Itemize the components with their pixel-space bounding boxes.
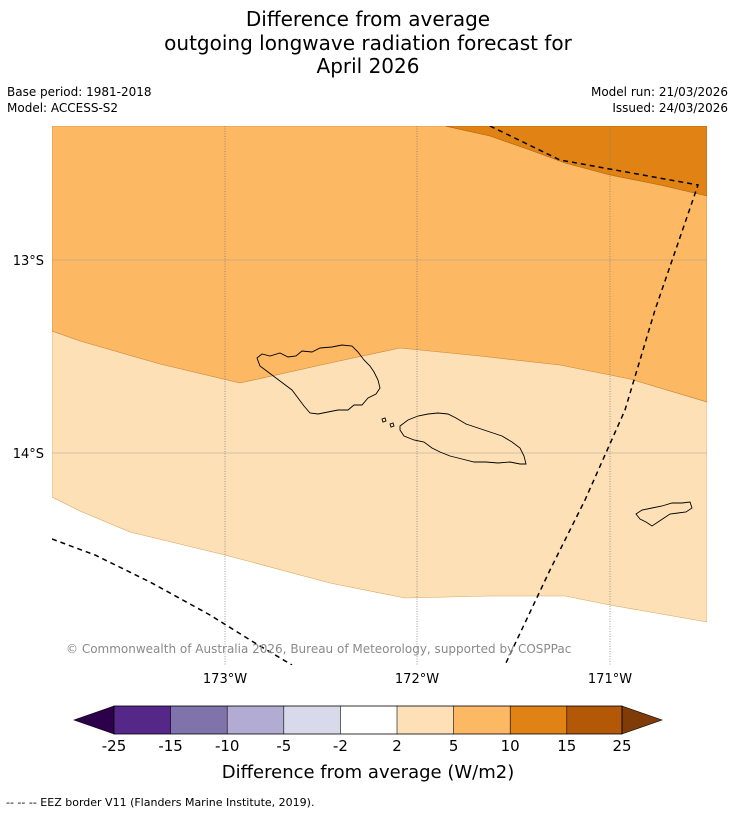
model-name: Model: ACCESS-S2 bbox=[7, 101, 119, 115]
colorbar-bin bbox=[170, 706, 228, 734]
anomaly-zone-5-10 bbox=[52, 126, 707, 403]
island-tutuila bbox=[635, 501, 693, 527]
colorbar-label: -2 bbox=[333, 737, 348, 755]
colorbar-label: -10 bbox=[215, 737, 240, 755]
island-apolima bbox=[389, 422, 395, 428]
title-line-1: Difference from average bbox=[245, 7, 491, 31]
colorbar-under-arrow bbox=[73, 705, 115, 735]
colorbar-title: Difference from average (W/m2) bbox=[222, 762, 514, 783]
colorbar-bin bbox=[340, 706, 397, 734]
colorbar-bin bbox=[566, 706, 622, 734]
copyright-text: © Commonwealth of Australia 2026, Bureau… bbox=[66, 642, 571, 656]
model-run: Model run: 21/03/2026 bbox=[590, 85, 728, 99]
colorbar-over-arrow bbox=[621, 705, 663, 735]
colorbar-label: 25 bbox=[612, 737, 631, 755]
lat-label-13s: 13°S bbox=[13, 254, 44, 269]
colorbar-label: 15 bbox=[557, 737, 576, 755]
eez-legend: -- -- -- EEZ border V11 (Flanders Marine… bbox=[6, 796, 315, 809]
info-left: Base period: 1981-2018 Model: ACCESS-S2 bbox=[7, 84, 152, 116]
info-right: Model run: 21/03/2026 Issued: 24/03/2026 bbox=[591, 84, 728, 116]
colorbar-bin bbox=[397, 706, 454, 734]
colorbar-label: -15 bbox=[158, 737, 183, 755]
colorbar-label: -25 bbox=[102, 737, 127, 755]
colorbar-bin bbox=[510, 706, 567, 734]
colorbar-label: 5 bbox=[449, 737, 459, 755]
colorbar-label: 10 bbox=[501, 737, 520, 755]
lon-label-172w: 172°W bbox=[395, 672, 439, 687]
lon-label-173w: 173°W bbox=[203, 672, 247, 687]
island-upolu bbox=[399, 412, 527, 465]
lon-label-171w: 171°W bbox=[588, 672, 632, 687]
colorbar-label: -5 bbox=[276, 737, 291, 755]
colorbar-bin bbox=[283, 706, 341, 734]
map-title: Difference from average outgoing longwav… bbox=[0, 7, 736, 79]
colorbar-bin bbox=[453, 706, 511, 734]
eez-border bbox=[52, 126, 699, 665]
colorbar-frame bbox=[113, 705, 623, 735]
colorbar-bin bbox=[227, 706, 284, 734]
coastlines bbox=[256, 344, 693, 527]
island-savaii bbox=[256, 344, 381, 415]
island-manono bbox=[381, 417, 387, 423]
lat-label-14s: 14°S bbox=[13, 447, 44, 462]
anomaly-zone-10-15 bbox=[444, 126, 707, 197]
base-period: Base period: 1981-2018 bbox=[7, 85, 152, 99]
colorbar-bin bbox=[114, 706, 171, 734]
title-line-3: April 2026 bbox=[316, 54, 420, 78]
colorbar: -25 -15 -10 -5 -2 2 5 10 15 25 Differenc… bbox=[73, 705, 663, 783]
map-area bbox=[52, 126, 707, 665]
title-line-2: outgoing longwave radiation forecast for bbox=[164, 30, 572, 55]
issued-date: Issued: 24/03/2026 bbox=[612, 101, 728, 115]
colorbar-label: 2 bbox=[392, 737, 402, 755]
